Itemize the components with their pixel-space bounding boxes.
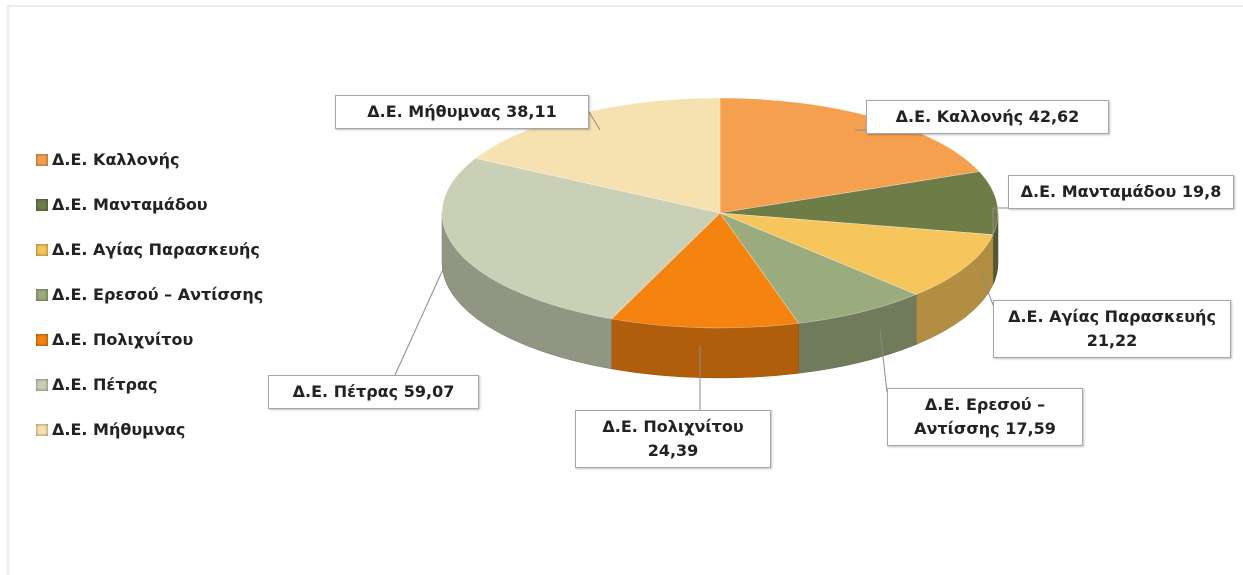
legend-label: Δ.Ε. Ερεσού – Αντίσσης bbox=[52, 285, 264, 304]
label-category: Δ.Ε. Αγίας Παρασκευής bbox=[1008, 307, 1216, 326]
leader-line bbox=[879, 329, 888, 393]
data-label: Δ.Ε. Μανταμάδου 19,8 bbox=[1008, 175, 1234, 209]
data-label: Δ.Ε. Καλλονής 42,62 bbox=[866, 100, 1109, 134]
legend-swatch bbox=[36, 288, 48, 301]
label-category: Δ.Ε. Πέτρας bbox=[292, 382, 399, 401]
legend-label: Δ.Ε. Μανταμάδου bbox=[52, 195, 208, 214]
data-label: Δ.Ε. Αγίας Παρασκευής 21,22 bbox=[993, 300, 1231, 358]
legend-swatch bbox=[36, 153, 48, 166]
legend-entry: Δ.Ε. Καλλονής bbox=[36, 150, 179, 169]
legend-swatch bbox=[36, 333, 48, 346]
legend-entry: Δ.Ε. Πέτρας bbox=[36, 375, 157, 394]
leader-line bbox=[992, 207, 1008, 235]
label-category: Δ.Ε. Ερεσού – Αντίσσης bbox=[914, 395, 1046, 438]
data-label: Δ.Ε. Πολιχνίτου 24,39 bbox=[575, 410, 771, 468]
label-value: 42,62 bbox=[1028, 107, 1080, 126]
legend-label: Δ.Ε. Μήθυμνας bbox=[52, 420, 186, 439]
legend-swatch bbox=[36, 243, 48, 256]
chart-frame bbox=[7, 5, 1243, 575]
slice bbox=[719, 171, 999, 235]
label-category: Δ.Ε. Πολιχνίτου bbox=[602, 417, 744, 436]
label-value: 17,59 bbox=[1005, 419, 1056, 438]
label-value: 21,22 bbox=[1086, 331, 1138, 350]
legend-swatch bbox=[36, 198, 48, 211]
slice bbox=[441, 157, 721, 320]
label-value: 19,8 bbox=[1181, 182, 1222, 201]
legend-entry: Δ.Ε. Αγίας Παρασκευής bbox=[36, 240, 260, 259]
legend-swatch bbox=[36, 378, 48, 391]
data-label: Δ.Ε. Μήθυμνας 38,11 bbox=[335, 95, 589, 129]
slice bbox=[610, 212, 800, 329]
label-value: 38,11 bbox=[506, 102, 557, 121]
legend-swatch bbox=[36, 423, 48, 436]
leader-line bbox=[394, 264, 446, 376]
legend-entry: Δ.Ε. Μήθυμνας bbox=[36, 420, 185, 439]
label-category: Δ.Ε. Καλλονής bbox=[895, 107, 1024, 126]
slice bbox=[719, 212, 994, 295]
legend-label: Δ.Ε. Πολιχνίτου bbox=[52, 330, 194, 349]
label-category: Δ.Ε. Μανταμάδου bbox=[1020, 182, 1177, 201]
label-value: 24,39 bbox=[647, 441, 699, 460]
slice bbox=[719, 212, 917, 324]
legend-label: Δ.Ε. Καλλονής bbox=[52, 150, 180, 169]
legend-label: Δ.Ε. Αγίας Παρασκευής bbox=[52, 240, 260, 259]
label-category: Δ.Ε. Μήθυμνας bbox=[367, 102, 501, 121]
legend-entry: Δ.Ε. Πολιχνίτου bbox=[36, 330, 193, 349]
legend-entry: Δ.Ε. Ερεσού – Αντίσσης bbox=[36, 285, 263, 304]
label-value: 59,07 bbox=[403, 382, 455, 401]
legend-label: Δ.Ε. Πέτρας bbox=[52, 375, 158, 394]
legend-entry: Δ.Ε. Μανταμάδου bbox=[36, 195, 208, 214]
data-label: Δ.Ε. Πέτρας 59,07 bbox=[268, 375, 479, 409]
leader-line bbox=[588, 111, 601, 131]
leader-line bbox=[979, 269, 994, 306]
data-label: Δ.Ε. Ερεσού – Αντίσσης 17,59 bbox=[887, 388, 1083, 446]
